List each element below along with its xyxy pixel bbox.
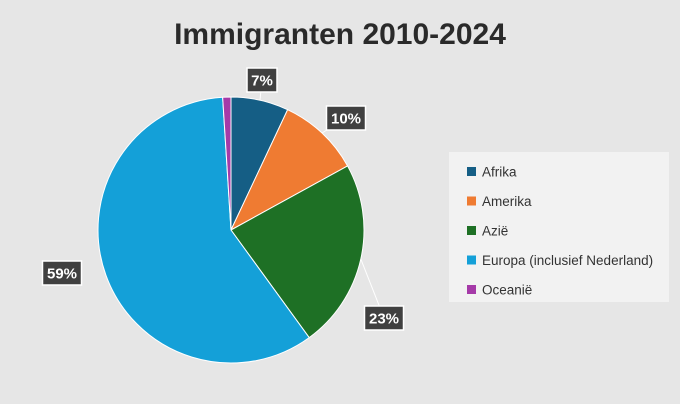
data-label-box-afrika [246,67,278,93]
legend-background [449,152,669,302]
data-label-box-azie [363,305,405,331]
legend-swatch-afrika [467,167,476,176]
legend-label-europa-inclusief-nederland: Europa (inclusief Nederland) [482,253,653,268]
legend-swatch-amerika [467,196,476,206]
legend-label-azie: Azië [482,224,508,239]
pie-slice-oceanie [222,96,232,231]
chart-title: Immigranten 2010-2024 [174,18,506,51]
legend-label-amerika: Amerika [482,194,532,209]
pie-slice-europa-inclusief-nederland [97,96,310,364]
pie-slices [97,96,365,364]
legend-label-oceanie: Oceanië [482,283,532,298]
data-label-box-europa-inclusief-nederland [41,260,83,286]
pie-slice-amerika [229,108,349,232]
data-labels: 7% 10% 23% 59% [41,67,405,331]
legend: Afrika Amerika Azië Europa (inclusief Neder… [449,152,669,302]
legend-swatch-azie [467,226,476,235]
legend-swatch-oceanie [467,285,476,294]
data-label-europa-inclusief-nederland: 59% [47,266,77,283]
data-label-azie: 23% [369,311,399,328]
data-label-afrika: 7% [251,73,273,90]
data-label-box-amerika [325,105,367,131]
legend-label-afrika: Afrika [482,165,517,180]
data-label-amerika: 10% [331,111,361,128]
legend-swatch-europa-inclusief-nederland [467,255,476,265]
